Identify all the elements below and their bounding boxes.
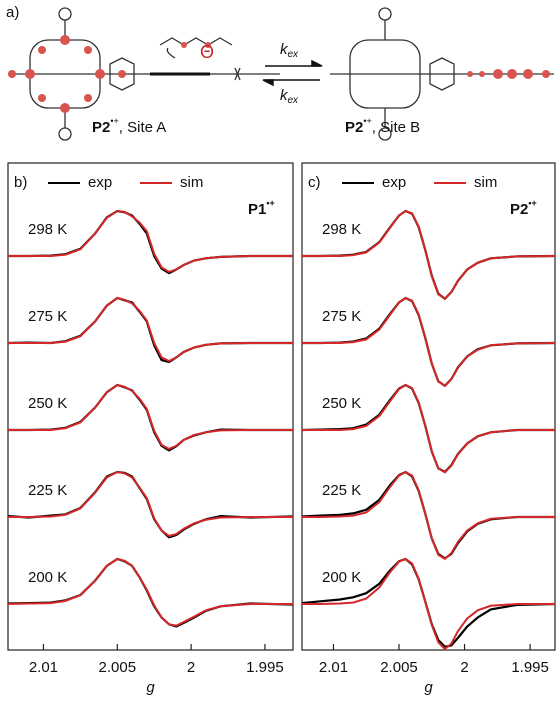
x-tick-label: 2 <box>187 659 195 676</box>
legend-label: exp <box>88 174 112 191</box>
compound-name: P2 <box>345 119 363 136</box>
temperature-label: 200 K <box>322 569 361 586</box>
temperature-label: 298 K <box>322 221 361 238</box>
rate-subscript: ex <box>288 95 300 106</box>
temperature-label: 225 K <box>28 482 67 499</box>
panel-label: c) <box>308 174 321 191</box>
temperature-label: 250 K <box>322 395 361 412</box>
x-tick-label: 2.005 <box>380 659 418 676</box>
plot-frame <box>7 162 294 651</box>
x-tick-label: 2.005 <box>99 659 137 676</box>
x-tick-label: 2 <box>460 659 468 676</box>
spectrum-sim <box>302 383 555 474</box>
panel-label: a) <box>6 4 19 21</box>
compound-name: P2 <box>92 119 110 136</box>
charge-dots <box>467 69 550 79</box>
spectrum-sim <box>8 296 293 363</box>
rate-symbol: k <box>280 41 289 58</box>
spectrum-sim <box>302 296 556 388</box>
compound-name: P1 <box>248 201 266 218</box>
scheme: a) Θ P2•+, Site A kex kex <box>6 4 554 141</box>
spectrum-sim <box>302 209 556 301</box>
compound-name: P2 <box>510 201 528 218</box>
site-text: , Site B <box>372 119 420 136</box>
temperature-label: 200 K <box>28 569 67 586</box>
site-b-label: P2•+, Site B <box>345 116 420 136</box>
charge-dots <box>8 35 211 113</box>
spectrum-sim <box>302 470 555 561</box>
temperature-label: 298 K <box>28 221 67 238</box>
compound-charge: •+ <box>266 198 274 208</box>
legend-label: sim <box>180 174 203 191</box>
chart-panel: b) exp sim P1•+ 298 K 275 K 250 K 225 K 200 K 2.0… <box>7 162 294 696</box>
plot-frame <box>301 162 556 651</box>
temperature-label: 275 K <box>322 308 361 325</box>
spectrum-sim <box>7 557 293 627</box>
spectrum-sim <box>8 383 293 451</box>
compound-charge: •+ <box>363 116 371 126</box>
x-axis-label: g <box>424 679 433 696</box>
spectrum-sim <box>302 557 555 651</box>
rate-constant: kex <box>280 87 299 106</box>
temperature-label: 275 K <box>28 308 67 325</box>
x-axis-label: g <box>146 679 155 696</box>
rate-subscript: ex <box>288 49 300 60</box>
site-text: , Site A <box>119 119 167 136</box>
spectrum-sim <box>8 209 293 273</box>
x-tick-label: 2.01 <box>29 659 58 676</box>
spectrum-sim <box>8 470 293 537</box>
temperature-label: 250 K <box>28 395 67 412</box>
panel-label: b) <box>14 174 27 191</box>
equilibrium-arrows <box>262 59 323 87</box>
compound-label: P2•+ <box>510 198 537 218</box>
x-tick-label: 1.995 <box>511 659 549 676</box>
temperature-label: 225 K <box>322 482 361 499</box>
rate-constant: kex <box>280 41 299 60</box>
site-a-label: P2•+, Site A <box>92 116 166 136</box>
rate-symbol: k <box>280 87 289 104</box>
x-tick-label: 2.01 <box>319 659 348 676</box>
compound-label: P1•+ <box>248 198 275 218</box>
legend-label: exp <box>382 174 406 191</box>
angle-label: Θ <box>200 42 214 62</box>
x-tick-label: 1.995 <box>246 659 284 676</box>
compound-charge: •+ <box>528 198 536 208</box>
chart-panel: c) exp sim P2•+ 298 K 275 K 250 K 225 K 200 K 2.0… <box>301 162 556 696</box>
legend-label: sim <box>474 174 497 191</box>
compound-charge: •+ <box>110 116 118 126</box>
